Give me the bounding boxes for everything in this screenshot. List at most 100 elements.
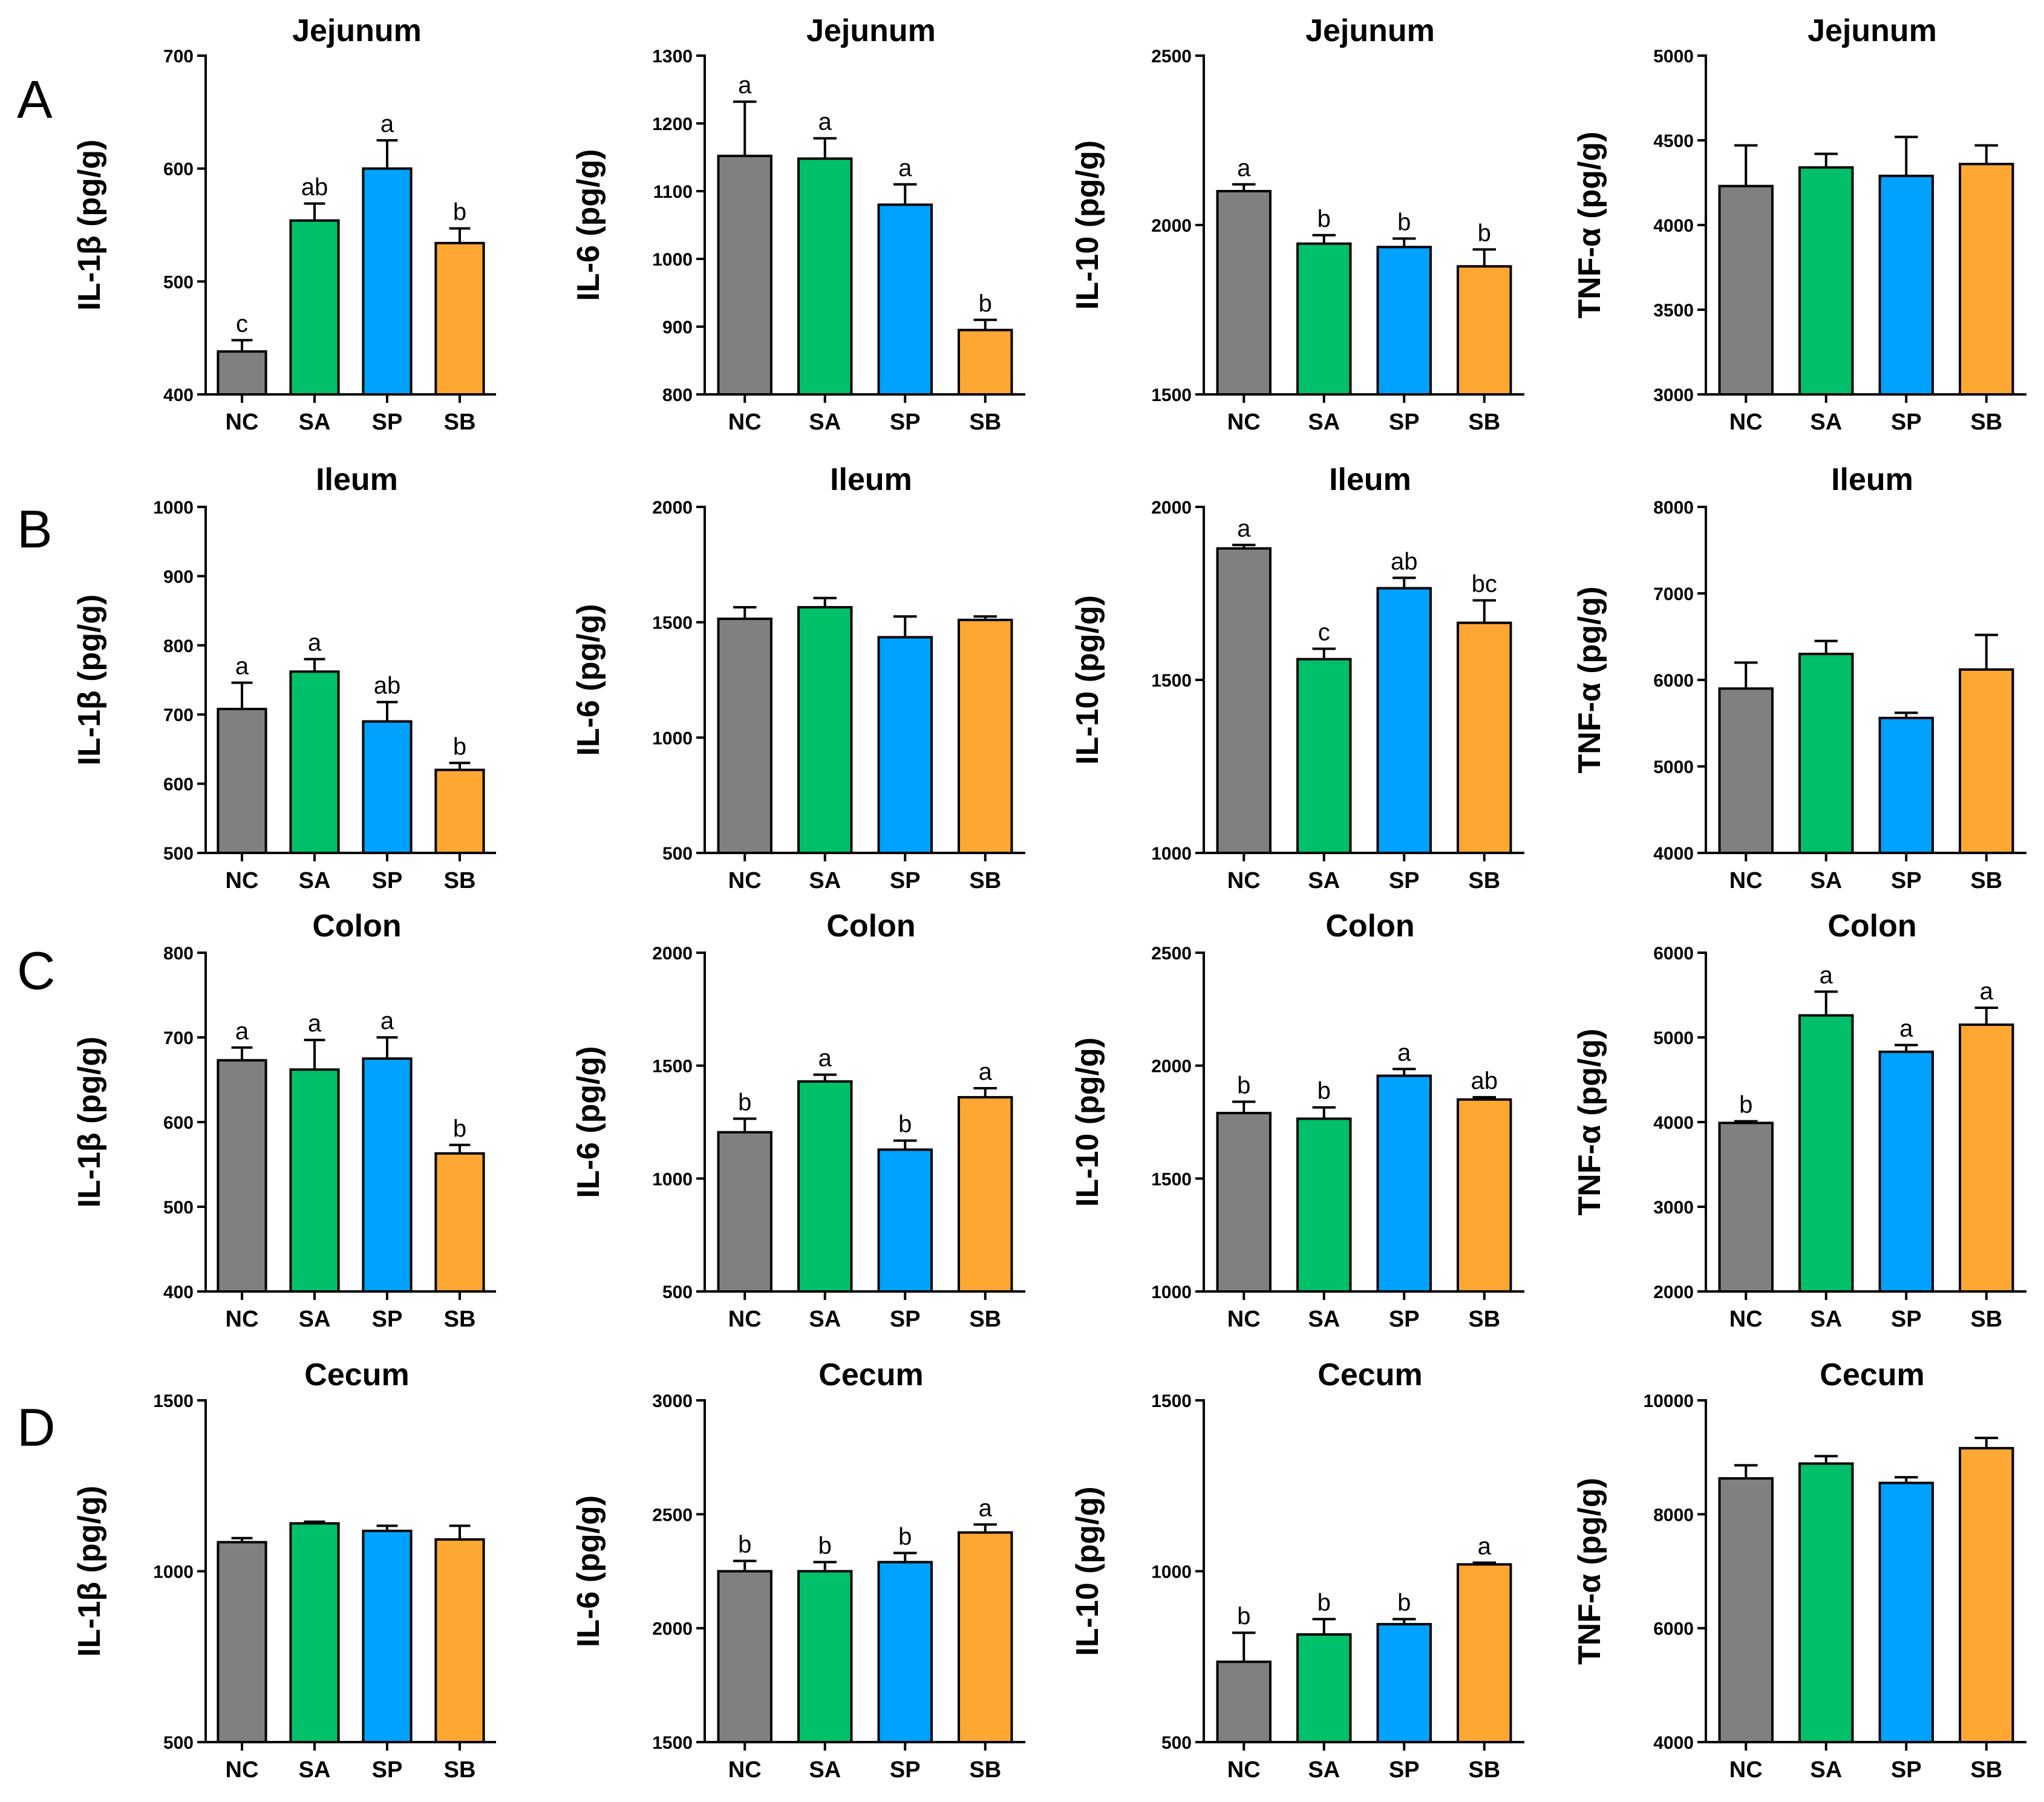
bar-sb	[434, 1152, 485, 1293]
bar-sb	[958, 1531, 1013, 1743]
y-axis-label: IL-1β (pg/g)	[72, 1486, 107, 1657]
x-tick-label: SP	[372, 1307, 403, 1332]
bar-sp	[1878, 1050, 1934, 1293]
x-tick-label: NC	[1729, 410, 1763, 435]
bar-sp	[362, 1057, 413, 1293]
y-tick-label: 2000	[652, 498, 693, 518]
y-tick-label: 1500	[153, 1391, 194, 1411]
row-letter-c: C	[17, 941, 56, 1001]
y-tick-label: 2000	[1151, 498, 1192, 518]
y-tick-label: 10000	[1644, 1391, 1694, 1411]
y-tick-label: 1500	[1151, 385, 1192, 405]
x-tick-label: NC	[1729, 868, 1763, 893]
significance-letter: a	[818, 1045, 832, 1072]
y-tick-label: 7000	[1653, 584, 1694, 604]
y-tick-label: 1000	[652, 1169, 693, 1189]
bar-sa	[797, 1570, 853, 1743]
x-tick-label: SA	[299, 410, 331, 435]
chart-panel-7: Ileum IL-10 (pg/g) 1000 1500 2000 NC a SA c SP ab S…	[1070, 462, 1524, 893]
panel-title: Cecum	[1317, 1357, 1422, 1392]
x-tick-label: SB	[444, 868, 476, 893]
x-tick-label: SB	[1970, 868, 2002, 893]
y-tick-label: 1000	[1151, 1562, 1192, 1582]
x-tick-label: NC	[728, 1757, 762, 1783]
x-tick-label: SA	[1308, 868, 1340, 893]
x-tick-label: SB	[444, 410, 476, 435]
bar-sa	[1296, 242, 1352, 396]
chart-panel-3: Jejunum IL-10 (pg/g) 1500 2000 2500 NC a SA b SP b…	[1070, 13, 1524, 435]
x-tick-label: SP	[372, 868, 403, 893]
panel-title: Jejunum	[292, 13, 422, 48]
bar-sa	[1798, 653, 1854, 854]
y-tick-label: 500	[1161, 1733, 1192, 1753]
y-tick-label: 1500	[652, 613, 693, 633]
bar-sa	[1296, 1117, 1352, 1293]
y-tick-label: 1000	[1151, 844, 1192, 864]
bar-sa	[1296, 658, 1352, 855]
y-axis-label: TNF-α (pg/g)	[1572, 1028, 1607, 1215]
significance-letter: a	[1899, 1016, 1913, 1042]
panel-title: Ileum	[1329, 462, 1411, 497]
y-tick-label: 4000	[1653, 844, 1694, 864]
row-letter-a: A	[17, 70, 53, 129]
y-axis-label: IL-6 (pg/g)	[571, 1495, 606, 1647]
bar-nc	[1718, 687, 1774, 855]
bar-nc	[217, 350, 267, 396]
y-tick-label: 500	[662, 844, 693, 864]
y-tick-label: 3000	[1653, 1198, 1694, 1218]
significance-letter: b	[1478, 220, 1491, 246]
significance-letter: a	[380, 1008, 394, 1034]
x-tick-label: SA	[1810, 1307, 1842, 1332]
x-tick-label: SB	[1468, 1757, 1500, 1783]
y-tick-label: 1300	[652, 47, 693, 67]
y-tick-label: 8000	[1653, 498, 1694, 518]
x-tick-label: SP	[1891, 1757, 1922, 1783]
y-axis-label: TNF-α (pg/g)	[1572, 1478, 1607, 1665]
bar-nc	[1216, 1112, 1272, 1293]
significance-letter: b	[1397, 209, 1411, 235]
y-tick-label: 2000	[652, 1619, 693, 1639]
y-tick-label: 600	[163, 160, 194, 180]
bar-sp	[1878, 1481, 1934, 1744]
x-tick-label: SA	[299, 868, 331, 893]
x-tick-label: SB	[969, 868, 1001, 893]
x-tick-label: SP	[1389, 868, 1420, 893]
x-tick-label: SA	[809, 1307, 841, 1332]
significance-letter: c	[236, 310, 248, 337]
panel-title: Cecum	[1820, 1357, 1924, 1392]
significance-letter: ab	[301, 174, 328, 201]
x-tick-label: NC	[728, 410, 762, 435]
x-tick-label: NC	[1729, 1757, 1763, 1783]
y-tick-label: 5000	[1653, 47, 1694, 67]
significance-letter: a	[738, 72, 752, 99]
chart-panel-12: Colon TNF-α (pg/g) 2000 3000 4000 5000 6000 NC b…	[1572, 909, 2026, 1332]
significance-letter: b	[453, 733, 466, 760]
y-axis-label: TNF-α (pg/g)	[1572, 586, 1607, 773]
y-tick-label: 1500	[1151, 1391, 1192, 1411]
bar-sp	[362, 1529, 413, 1744]
significance-letter: a	[1397, 1039, 1411, 1066]
bar-sb	[958, 1095, 1013, 1293]
x-tick-label: SP	[1389, 410, 1420, 435]
significance-letter: a	[1237, 515, 1251, 542]
y-tick-label: 1000	[652, 728, 693, 748]
significance-letter: a	[235, 653, 249, 680]
chart-panel-6: Ileum IL-6 (pg/g) 500 1000 1500 2000 NC SA SP SB	[571, 462, 1025, 893]
x-tick-label: NC	[728, 868, 762, 893]
bar-sp	[1878, 716, 1934, 855]
y-tick-label: 2000	[1653, 1282, 1694, 1302]
y-tick-label: 500	[163, 1733, 194, 1753]
x-tick-label: SB	[1468, 868, 1500, 893]
y-tick-label: 2500	[1151, 944, 1192, 964]
y-axis-label: IL-10 (pg/g)	[1070, 1037, 1105, 1207]
significance-letter: a	[380, 111, 394, 137]
bar-sa	[289, 1068, 340, 1293]
y-axis-label: IL-6 (pg/g)	[571, 604, 606, 756]
bar-sb	[1457, 265, 1512, 396]
row-letter-b: B	[17, 499, 53, 559]
bar-sp	[1376, 246, 1432, 396]
x-tick-label: SA	[1810, 868, 1842, 893]
y-tick-label: 1500	[1151, 671, 1192, 691]
